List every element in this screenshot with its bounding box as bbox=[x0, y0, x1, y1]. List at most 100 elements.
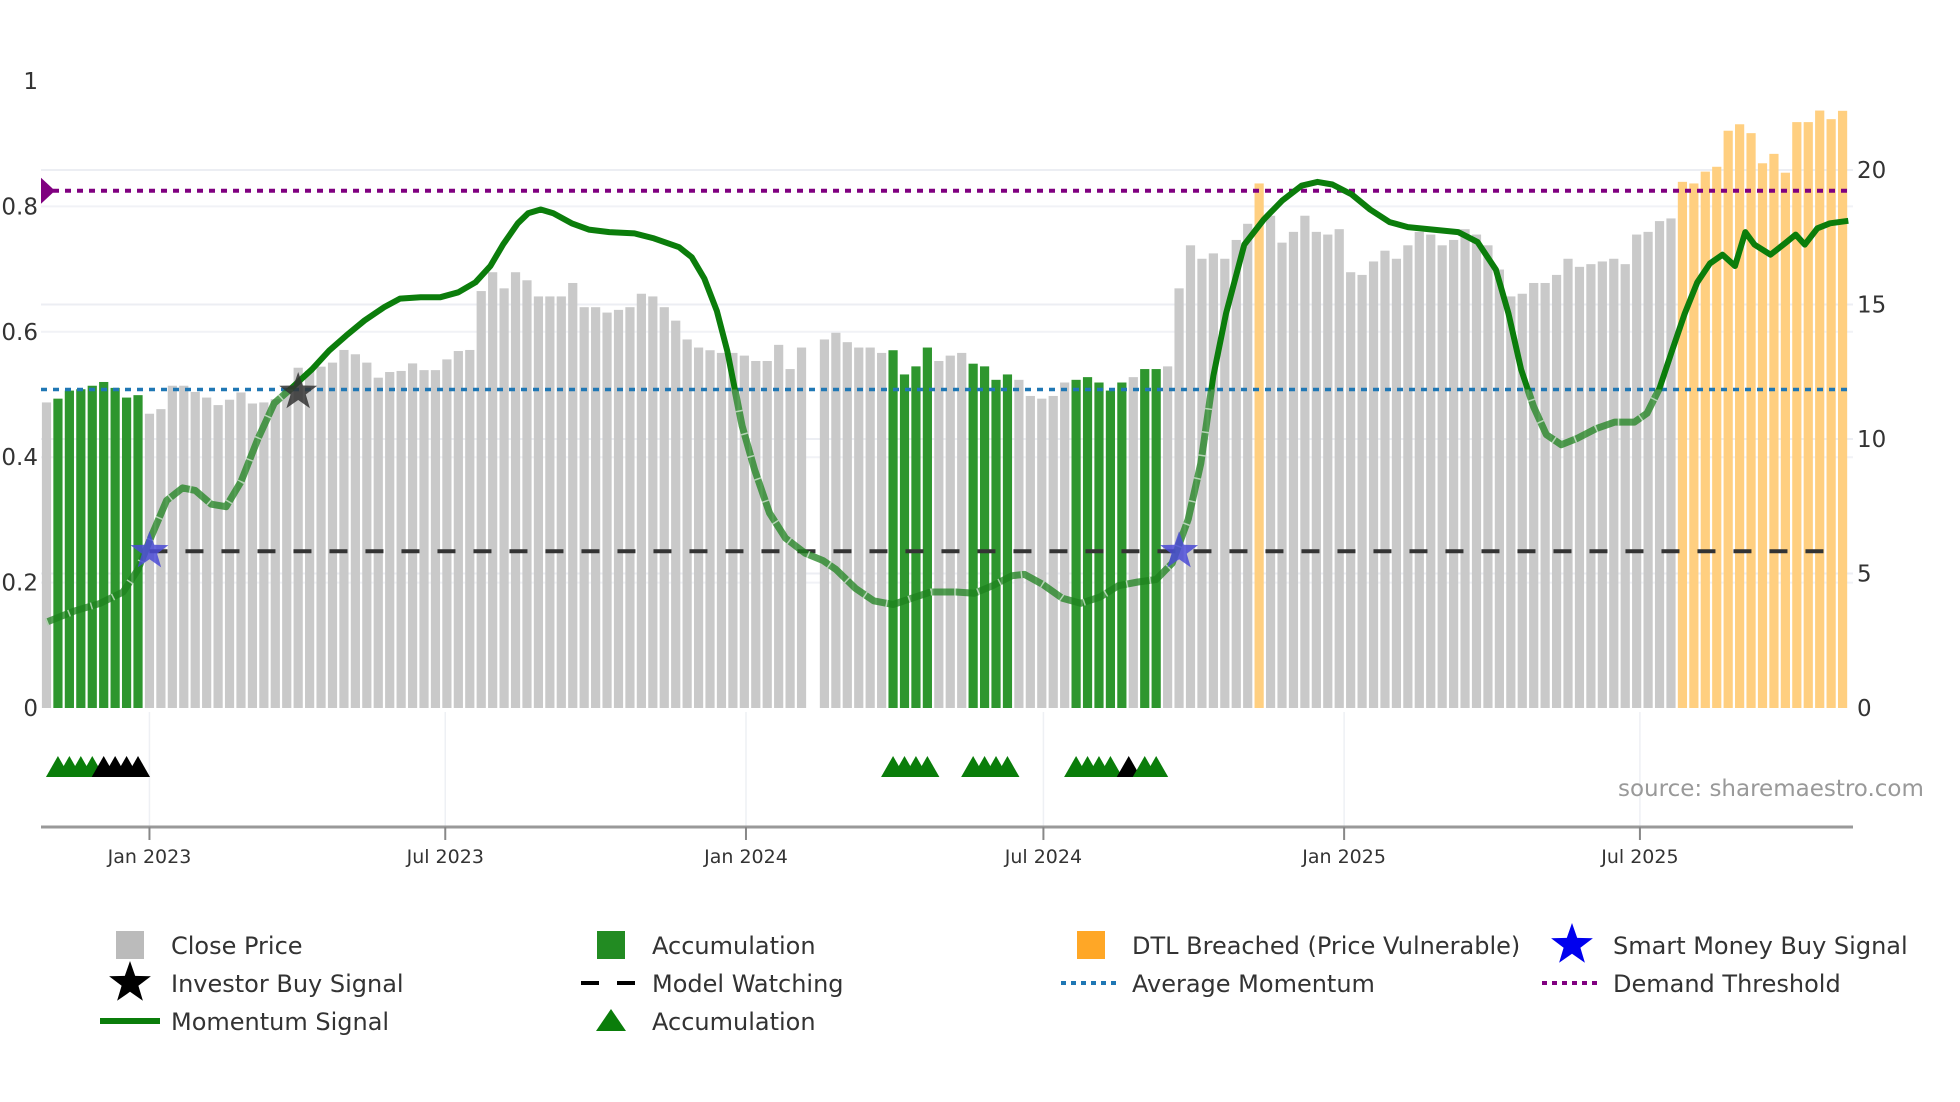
source-label: source: sharemaestro.com bbox=[1618, 776, 1924, 802]
bar-close bbox=[305, 370, 315, 708]
bar-close bbox=[1323, 234, 1333, 708]
bar-close bbox=[1197, 258, 1207, 708]
axes: Jan 2023 Jul 2023 Jan 2024 Jul 2024 Jan 2025… bbox=[1, 69, 1886, 868]
bar-close bbox=[693, 347, 704, 708]
bar-close bbox=[1208, 253, 1218, 708]
legend-label: Accumulation bbox=[652, 1008, 816, 1036]
bar-close bbox=[1574, 266, 1585, 708]
bars bbox=[41, 110, 1848, 709]
momentum-line-below bbox=[45, 389, 1663, 626]
right-axis-label: 15 bbox=[1857, 293, 1886, 319]
bar-close bbox=[419, 370, 429, 708]
bar-dtl-breached bbox=[1803, 122, 1813, 709]
bar-accumulation bbox=[1140, 369, 1150, 708]
bar-dtl-breached bbox=[1677, 181, 1688, 708]
bar-accumulation bbox=[76, 389, 86, 708]
bar-close bbox=[373, 377, 383, 708]
legend-label: Average Momentum bbox=[1132, 970, 1375, 998]
investor-star-icon bbox=[109, 961, 151, 1001]
bar-close bbox=[728, 352, 738, 708]
bar-accumulation bbox=[911, 366, 921, 708]
bar-accumulation bbox=[922, 347, 932, 708]
bar-close bbox=[1368, 261, 1379, 708]
bar-accumulation bbox=[87, 385, 97, 708]
bar-close bbox=[648, 296, 658, 708]
bar-close bbox=[1483, 245, 1493, 708]
accumulation-triangle-icon bbox=[1116, 756, 1141, 777]
legend-label: Model Watching bbox=[652, 970, 844, 998]
bar-dtl-breached bbox=[1746, 133, 1756, 709]
bar-close bbox=[1494, 269, 1504, 708]
bar-close bbox=[1563, 258, 1573, 708]
bar-close bbox=[533, 296, 544, 708]
bar-close bbox=[407, 363, 418, 708]
bar-accumulation bbox=[121, 397, 132, 708]
bar-accumulation bbox=[1117, 382, 1127, 708]
bar-close bbox=[1586, 264, 1596, 708]
bar-close bbox=[1037, 398, 1047, 708]
bar-accumulation bbox=[1082, 377, 1093, 708]
bar-close bbox=[1517, 293, 1527, 708]
bar-dtl-breached bbox=[1723, 130, 1733, 708]
orange-square-icon bbox=[1077, 931, 1105, 959]
bar-close bbox=[762, 360, 772, 708]
left-axis-label: 0.8 bbox=[1, 194, 38, 220]
smart-money-star-icon bbox=[1160, 531, 1199, 568]
bar-close bbox=[671, 320, 681, 708]
bar-accumulation bbox=[133, 395, 143, 708]
signal-markers bbox=[45, 372, 1199, 777]
bar-dtl-breached bbox=[1837, 110, 1848, 708]
bar-accumulation bbox=[64, 390, 74, 708]
bar-close bbox=[579, 307, 589, 708]
bar-close bbox=[1163, 366, 1173, 708]
bar-close bbox=[877, 352, 887, 708]
bar-close bbox=[1529, 282, 1539, 708]
bar-close bbox=[1060, 382, 1070, 708]
right-axis-label: 0 bbox=[1857, 696, 1872, 722]
bar-close bbox=[1449, 239, 1459, 708]
bar-close bbox=[327, 362, 338, 708]
bar-dtl-breached bbox=[1757, 163, 1768, 708]
legend: Close Price Accumulation DTL Breached (Pri… bbox=[100, 923, 1908, 1036]
bar-close bbox=[1265, 215, 1276, 709]
bar-close bbox=[545, 296, 555, 708]
legend-label: DTL Breached (Price Vulnerable) bbox=[1132, 932, 1520, 960]
bar-accumulation bbox=[1071, 379, 1081, 708]
bar-close bbox=[602, 312, 612, 708]
bar-close bbox=[1311, 231, 1321, 708]
bar-dtl-breached bbox=[1815, 110, 1825, 708]
bar-close bbox=[1540, 282, 1550, 708]
accumulation-triangle-icon bbox=[1144, 756, 1169, 777]
smart-money-star-icon bbox=[1551, 923, 1593, 963]
demand-threshold-diamond-icon bbox=[41, 177, 55, 204]
bar-accumulation bbox=[888, 350, 898, 708]
bar-dtl-breached bbox=[1700, 171, 1710, 708]
bar-close bbox=[430, 370, 441, 708]
bar-close bbox=[625, 307, 635, 708]
bar-close bbox=[453, 351, 463, 708]
bar-close bbox=[442, 359, 452, 708]
x-tick-label: Jan 2024 bbox=[703, 846, 788, 868]
bar-close bbox=[716, 352, 727, 708]
bar-accumulation bbox=[1002, 374, 1013, 708]
bar-close bbox=[1426, 234, 1436, 708]
bar-close bbox=[636, 293, 646, 708]
bar-close bbox=[385, 372, 395, 708]
bar-close bbox=[957, 352, 967, 708]
left-axis-label: 1 bbox=[23, 69, 38, 95]
bar-close bbox=[522, 280, 532, 708]
green-square-icon bbox=[597, 931, 625, 959]
bar-close bbox=[819, 339, 830, 708]
bar-dtl-breached bbox=[1254, 183, 1264, 708]
x-tick-label: Jul 2024 bbox=[1004, 846, 1082, 868]
bar-close bbox=[1403, 245, 1413, 708]
bar-close bbox=[247, 403, 258, 708]
bar-dtl-breached bbox=[1780, 172, 1790, 708]
bar-close bbox=[465, 349, 475, 708]
left-axis-label: 0.4 bbox=[1, 445, 38, 471]
bar-close bbox=[270, 399, 280, 708]
bar-close bbox=[1414, 231, 1424, 708]
legend-label: Momentum Signal bbox=[171, 1008, 389, 1036]
bar-close bbox=[488, 272, 498, 708]
